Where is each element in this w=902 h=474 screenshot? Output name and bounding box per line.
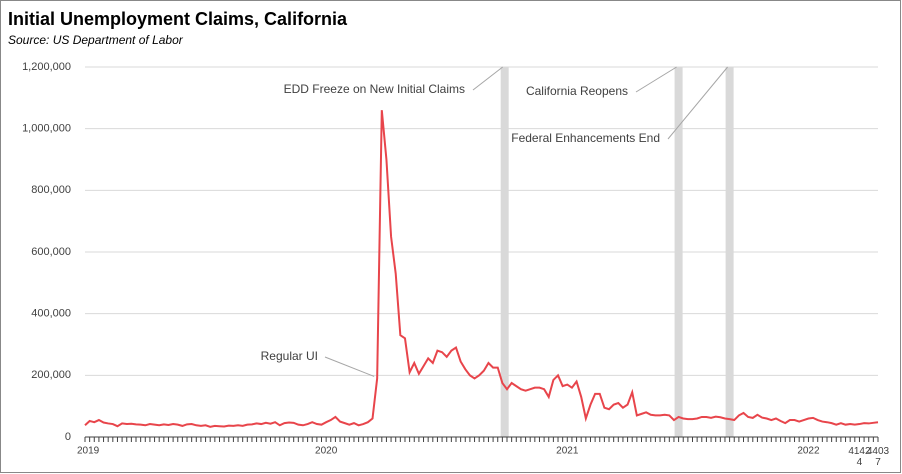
y-tick-label: 200,000: [31, 369, 71, 381]
leader-line: [324, 356, 375, 377]
leader-line: [635, 66, 677, 93]
y-tick-label: 0: [65, 431, 71, 443]
annotation: EDD Freeze on New Initial Claims: [284, 82, 465, 96]
x-tick-label: 2021: [556, 446, 579, 457]
annotation: Federal Enhancements End: [511, 131, 660, 145]
x-tick-label: 2020: [315, 446, 338, 457]
series-label: Regular UI: [261, 349, 318, 363]
event-bar: [500, 67, 509, 437]
series-line: [84, 110, 879, 428]
chart-title: Initial Unemployment Claims, California: [8, 9, 348, 29]
event-bar: [674, 67, 683, 437]
x-tick-label: 2019: [77, 446, 100, 457]
leader-line: [472, 66, 503, 91]
x-tick-label: 4142 4: [848, 446, 871, 468]
y-tick-label: 800,000: [31, 184, 71, 196]
y-tick-label: 1,200,000: [22, 61, 71, 73]
chart-subtitle: Source: US Department of Labor: [8, 33, 184, 47]
event-bar: [725, 67, 734, 437]
annotation: California Reopens: [526, 84, 628, 98]
x-tick-label: 4403 7: [867, 446, 890, 468]
y-tick-label: 400,000: [31, 308, 71, 320]
leader-line: [667, 66, 728, 140]
y-tick-label: 1,000,000: [22, 123, 71, 135]
y-tick-label: 600,000: [31, 246, 71, 258]
x-tick-label: 2022: [797, 446, 820, 457]
